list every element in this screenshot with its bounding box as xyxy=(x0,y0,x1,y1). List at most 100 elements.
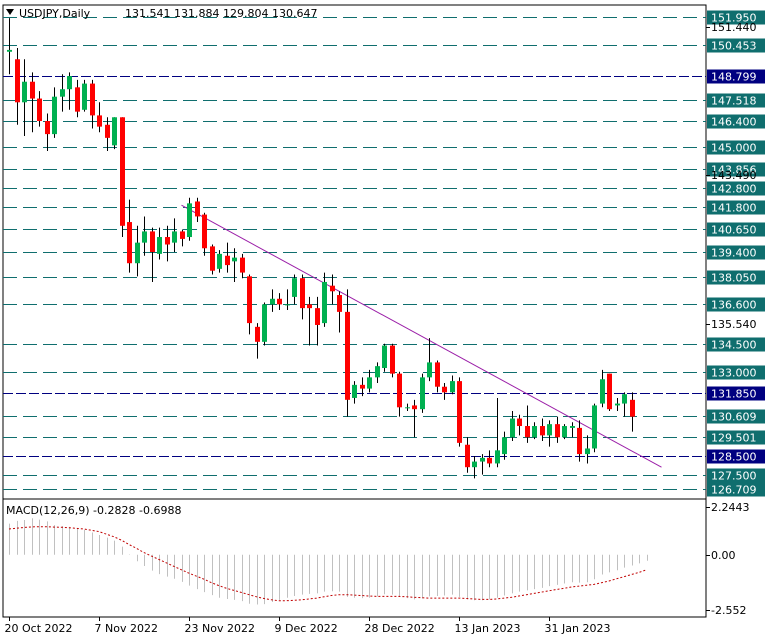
time-axis: 20 Oct 2022 7 Nov 2022 23 Nov 2022 9 Dec 20… xyxy=(5,617,610,635)
candle-body[interactable] xyxy=(547,424,552,436)
candle-body[interactable] xyxy=(30,81,35,99)
candle-body[interactable] xyxy=(300,278,305,309)
candle-body[interactable] xyxy=(240,257,245,273)
candle-body[interactable] xyxy=(367,377,372,389)
candle-body[interactable] xyxy=(600,379,605,404)
candle-body[interactable] xyxy=(337,295,342,312)
candle-body[interactable] xyxy=(435,362,440,387)
candle-body[interactable] xyxy=(375,366,380,378)
candle-body[interactable] xyxy=(442,386,447,393)
candle-body[interactable] xyxy=(427,362,432,378)
level-label: 142.800 xyxy=(711,183,757,196)
candle-body[interactable] xyxy=(562,426,567,438)
time-tick-label: 20 Oct 2022 xyxy=(5,622,73,635)
candle-body[interactable] xyxy=(585,448,590,455)
candle-body[interactable] xyxy=(322,281,327,324)
level-label-box xyxy=(707,114,765,129)
candle-body[interactable] xyxy=(510,418,515,438)
candle-body[interactable] xyxy=(270,298,275,305)
level-label: 148.799 xyxy=(711,71,757,84)
level-label-box xyxy=(707,430,765,445)
candle-body[interactable] xyxy=(180,231,185,239)
candle-body[interactable] xyxy=(615,403,620,406)
level-label-box xyxy=(707,222,765,237)
candle-body[interactable] xyxy=(352,384,357,398)
candle-body[interactable] xyxy=(285,304,290,306)
candle-body[interactable] xyxy=(420,377,425,410)
trendline[interactable] xyxy=(181,204,662,468)
candle-body[interactable] xyxy=(397,373,402,408)
candle-body[interactable] xyxy=(555,424,560,438)
candle-body[interactable] xyxy=(127,222,132,264)
candle-body[interactable] xyxy=(202,214,207,249)
candle-body[interactable] xyxy=(142,231,147,243)
macd-tick-label: 0.00 xyxy=(711,549,736,562)
candle-body[interactable] xyxy=(135,242,140,264)
candle-body[interactable] xyxy=(307,304,312,309)
candle-body[interactable] xyxy=(517,418,522,427)
candle-body[interactable] xyxy=(450,381,455,393)
candle-body[interactable] xyxy=(502,437,507,455)
candle-body[interactable] xyxy=(382,345,387,369)
candle-body[interactable] xyxy=(315,308,320,325)
candle-body[interactable] xyxy=(525,426,530,438)
candle-body[interactable] xyxy=(540,426,545,436)
candle-body[interactable] xyxy=(52,96,57,135)
candle-body[interactable] xyxy=(592,405,597,449)
candle-body[interactable] xyxy=(255,326,260,342)
candle-body[interactable] xyxy=(532,426,537,438)
candle-body[interactable] xyxy=(210,246,215,271)
candle-body[interactable] xyxy=(360,384,365,389)
candle-body[interactable] xyxy=(120,117,125,226)
candle-body[interactable] xyxy=(247,276,252,324)
candle-body[interactable] xyxy=(465,444,470,468)
candle-body[interactable] xyxy=(390,345,395,374)
candle-body[interactable] xyxy=(7,49,12,52)
level-label: 129.501 xyxy=(711,432,757,445)
candle-body[interactable] xyxy=(112,117,117,146)
candle-body[interactable] xyxy=(607,373,612,410)
candle-body[interactable] xyxy=(150,231,155,252)
candle-body[interactable] xyxy=(82,83,87,110)
candle-body[interactable] xyxy=(472,461,477,468)
candle-body[interactable] xyxy=(75,87,80,112)
candle-body[interactable] xyxy=(97,115,102,127)
candle-body[interactable] xyxy=(480,457,485,462)
candle-body[interactable] xyxy=(292,278,297,297)
candle-body[interactable] xyxy=(172,231,177,243)
candle-body[interactable] xyxy=(105,124,110,138)
candle-body[interactable] xyxy=(232,257,237,262)
candle-body[interactable] xyxy=(330,285,335,292)
candle-body[interactable] xyxy=(15,59,20,103)
candle-body[interactable] xyxy=(225,255,230,266)
candle-body[interactable] xyxy=(187,203,192,238)
candle-body[interactable] xyxy=(217,253,222,269)
candle-body[interactable] xyxy=(45,121,50,135)
candle-body[interactable] xyxy=(495,450,500,464)
candle-body[interactable] xyxy=(570,426,575,428)
candle-body[interactable] xyxy=(262,304,267,342)
price-tick-label: 135.540 xyxy=(711,318,757,331)
macd-title: MACD(12,26,9) -0.2828 -0.6988 xyxy=(6,504,181,517)
candle-body[interactable] xyxy=(277,298,282,305)
candle-body[interactable] xyxy=(487,457,492,464)
candle-body[interactable] xyxy=(195,201,200,217)
support-resistance-levels xyxy=(3,17,706,490)
candle-body[interactable] xyxy=(157,237,162,254)
candle-body[interactable] xyxy=(577,427,582,455)
candle-body[interactable] xyxy=(37,98,42,122)
candle-body[interactable] xyxy=(22,81,27,103)
candle-body[interactable] xyxy=(165,237,170,245)
candle-body[interactable] xyxy=(630,399,635,417)
candle-body[interactable] xyxy=(622,394,627,404)
candle-body[interactable] xyxy=(457,381,462,443)
candle-body[interactable] xyxy=(405,407,410,409)
candle-body[interactable] xyxy=(90,83,95,116)
candle-body[interactable] xyxy=(345,311,350,400)
candle-body[interactable] xyxy=(412,405,417,410)
triangle-down-icon[interactable] xyxy=(6,9,14,15)
candle-body[interactable] xyxy=(60,89,65,97)
candle-body[interactable] xyxy=(67,76,72,90)
macd-tick-label: 2.2443 xyxy=(711,501,750,514)
